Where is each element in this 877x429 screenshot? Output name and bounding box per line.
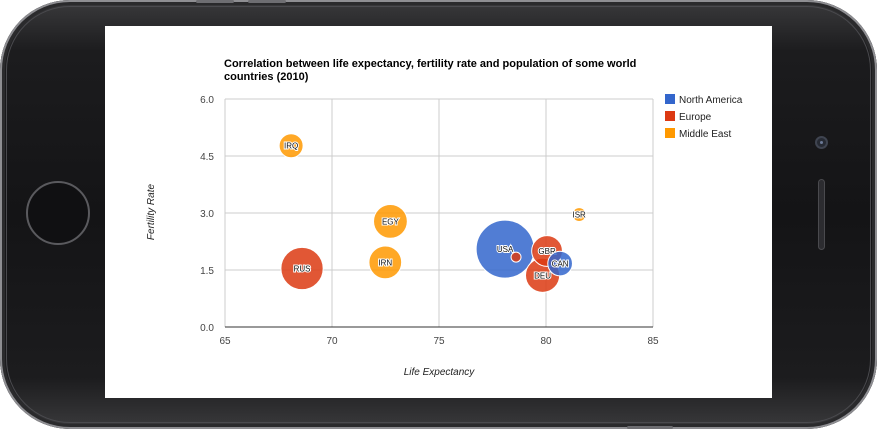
bubbles: USA RUS DEU EGY IRN GBR CAN IRQ ISR [278, 133, 587, 293]
y-tick-label: 3.0 [200, 209, 214, 220]
phone-bezel [6, 6, 871, 423]
bubble-label: RUS [294, 264, 311, 273]
bubble-isr: ISR [571, 207, 587, 222]
bubble-label: USA [497, 245, 514, 254]
home-button[interactable] [26, 181, 90, 245]
y-tick-label: 6.0 [200, 95, 214, 106]
x-tick-label: 65 [219, 336, 231, 347]
axis-ticks: 65 70 75 80 85 0.0 1.5 3.0 4.5 6.0 [200, 95, 659, 347]
front-camera-icon [815, 136, 828, 149]
power-button[interactable] [627, 426, 673, 429]
x-tick-label: 85 [647, 336, 659, 347]
bubble-circle [278, 133, 304, 159]
earpiece-speaker [818, 179, 825, 250]
legend: North America Europe Middle East [665, 94, 743, 140]
bubble-circle [373, 203, 408, 239]
bubble-label: GBR [538, 247, 556, 256]
y-tick-label: 4.5 [200, 152, 214, 163]
legend-entry: North America [679, 95, 743, 106]
bubble-can: CAN [547, 250, 573, 277]
x-tick-label: 80 [540, 336, 552, 347]
bubble-irq: IRQ [278, 133, 304, 159]
x-tick-label: 75 [433, 336, 445, 347]
bubble-usa: USA [475, 219, 535, 279]
bubble-circle [280, 246, 324, 291]
bubble-irn: IRN [368, 245, 403, 280]
legend-swatch [665, 111, 675, 121]
legend-entry: Middle East [679, 129, 731, 140]
legend-swatch [665, 128, 675, 138]
bubble-label: EGY [382, 217, 400, 226]
bubble-egy: EGY [373, 203, 408, 239]
chart-title: Correlation between life expectancy, fer… [224, 58, 636, 83]
bubble-label: CAN [552, 260, 569, 269]
chart-title-line-1: Correlation between life expectancy, fer… [224, 58, 636, 70]
x-axis-label: Life Expectancy [404, 367, 476, 378]
volume-down-button[interactable] [248, 0, 286, 3]
y-tick-label: 1.5 [200, 266, 214, 277]
bubble-circle [571, 207, 587, 222]
bubble-label: ISR [572, 211, 586, 220]
bubble-rus: RUS [280, 246, 324, 291]
chart-title-line-2: countries (2010) [224, 71, 309, 83]
bubble-chart: Correlation between life expectancy, fer… [146, 58, 743, 378]
gridlines [224, 98, 654, 328]
screen: Correlation between life expectancy, fer… [105, 26, 772, 398]
bubble-circle [547, 250, 573, 277]
bubble-circle [510, 251, 522, 263]
volume-up-button[interactable] [196, 0, 234, 3]
y-axis-label: Fertility Rate [146, 184, 157, 241]
legend-entry: Europe [679, 112, 712, 123]
x-tick-label: 70 [326, 336, 338, 347]
y-tick-label: 0.0 [200, 323, 214, 334]
bubble-circle [368, 245, 403, 280]
bubble-label: IRQ [284, 142, 298, 151]
bubble-label: DEU [534, 271, 551, 280]
bubble-dnk [510, 251, 522, 263]
legend-swatch [665, 94, 675, 104]
bubble-label: IRN [378, 258, 392, 267]
